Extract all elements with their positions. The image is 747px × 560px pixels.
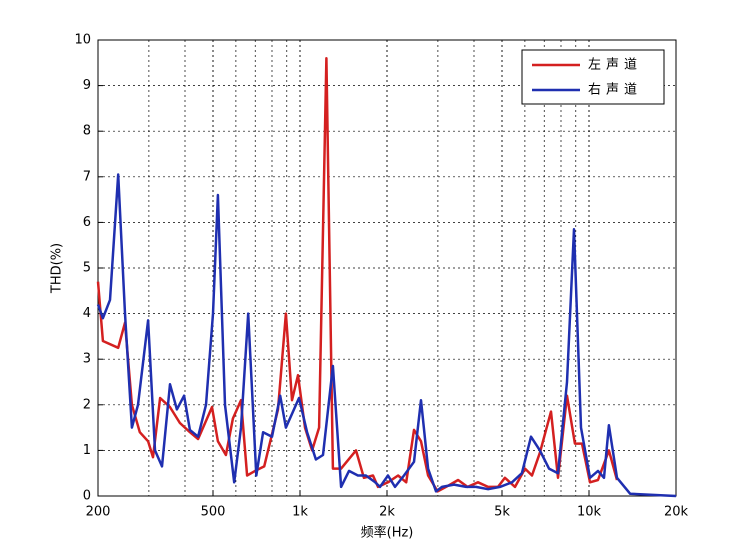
x-tick-label: 5k [494, 505, 510, 520]
x-axis-label: 频率(Hz) [361, 525, 414, 541]
y-tick-label: 0 [83, 489, 91, 504]
y-tick-label: 5 [83, 261, 91, 276]
y-tick-label: 1 [83, 443, 91, 458]
x-tick-label: 1k [292, 505, 308, 520]
legend-box [521, 49, 665, 105]
y-tick-label: 2 [83, 397, 91, 412]
x-tick-label: 10k [577, 505, 602, 520]
x-tick-label: 2k [379, 505, 395, 520]
y-tick-label: 7 [83, 169, 91, 184]
x-tick-label: 20k [664, 505, 689, 520]
x-tick-label: 200 [86, 505, 111, 520]
plot-frame [97, 39, 677, 497]
legend-label: 左声道 [588, 58, 642, 73]
y-tick-label: 9 [83, 78, 91, 93]
legend-label: 右声道 [588, 83, 642, 98]
y-tick-label: 8 [83, 124, 91, 139]
y-tick-label: 4 [83, 306, 91, 321]
y-tick-label: 3 [83, 352, 91, 367]
y-tick-label: 6 [83, 215, 91, 230]
data-line [96, 173, 677, 498]
y-axis-label: THD(%) [50, 243, 65, 294]
data-line [96, 56, 619, 493]
x-tick-label: 500 [201, 505, 226, 520]
y-tick-label: 10 [74, 33, 91, 48]
